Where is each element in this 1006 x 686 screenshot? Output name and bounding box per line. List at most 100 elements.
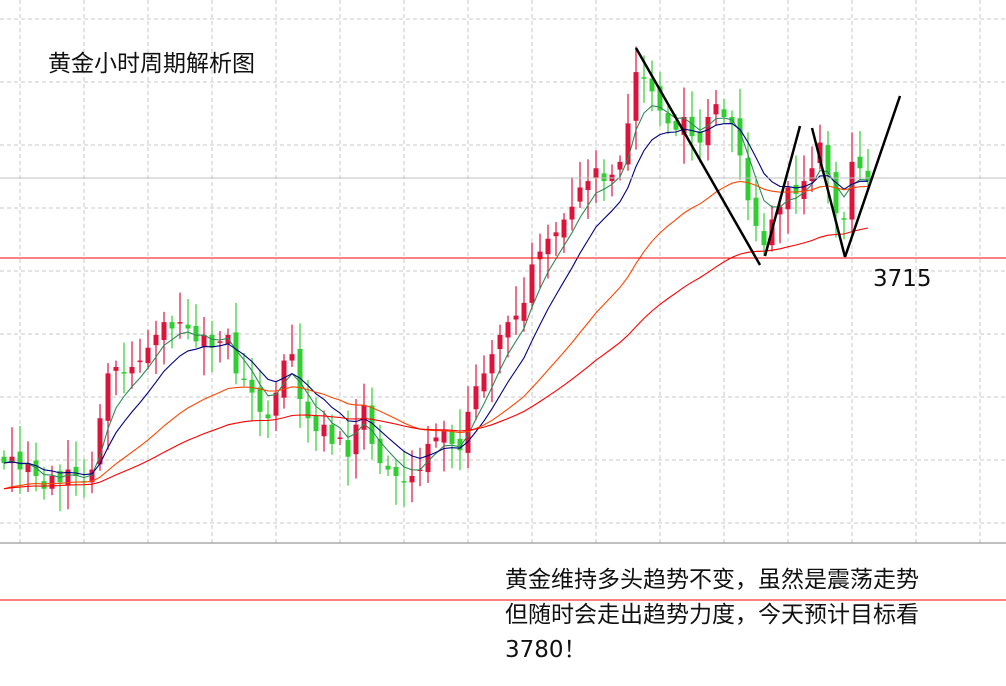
candle-body bbox=[329, 424, 335, 444]
support-level-label: 3715 bbox=[873, 266, 932, 292]
candle-body bbox=[225, 334, 231, 344]
candle-body bbox=[537, 251, 543, 260]
candle-body bbox=[337, 437, 343, 439]
candle bbox=[329, 414, 335, 455]
candle-body bbox=[121, 372, 127, 374]
candle bbox=[745, 132, 751, 221]
candle-body bbox=[73, 466, 79, 476]
candle-body bbox=[505, 322, 511, 338]
candle-body bbox=[601, 173, 607, 182]
candle-body bbox=[241, 378, 247, 381]
candle bbox=[649, 60, 655, 112]
candle-body bbox=[145, 347, 151, 364]
candle bbox=[657, 72, 663, 126]
candle bbox=[241, 352, 247, 387]
candle bbox=[729, 110, 735, 153]
candle bbox=[721, 99, 727, 124]
candle-body bbox=[745, 158, 751, 201]
candle bbox=[409, 450, 415, 503]
candle-body bbox=[865, 170, 871, 182]
candle bbox=[57, 464, 63, 512]
candle bbox=[113, 360, 119, 396]
candle-body bbox=[849, 161, 855, 220]
candle-body bbox=[201, 334, 207, 347]
candle bbox=[513, 286, 519, 335]
candle-body bbox=[809, 168, 815, 182]
candle-body bbox=[521, 302, 527, 321]
candle-body bbox=[369, 405, 375, 444]
candle bbox=[353, 399, 359, 479]
candle bbox=[25, 441, 31, 492]
candle bbox=[521, 277, 527, 332]
candle-body bbox=[713, 104, 719, 115]
candle-body bbox=[785, 187, 791, 210]
candle-body bbox=[89, 469, 95, 483]
candle bbox=[417, 447, 423, 487]
candle-body bbox=[761, 231, 767, 246]
candle-body bbox=[705, 116, 711, 146]
candle bbox=[9, 427, 15, 492]
candle-body bbox=[801, 181, 807, 200]
candle-body bbox=[249, 379, 255, 393]
candle-body bbox=[473, 386, 479, 410]
candle-body bbox=[113, 366, 119, 371]
candle bbox=[265, 400, 271, 439]
candle-body bbox=[289, 354, 295, 361]
candle-body bbox=[49, 475, 55, 489]
ma-line-10 bbox=[3, 123, 868, 476]
candle bbox=[785, 181, 791, 234]
candle-body bbox=[433, 437, 439, 442]
candle bbox=[569, 177, 575, 231]
candle-body bbox=[153, 334, 159, 346]
candle bbox=[473, 364, 479, 421]
candle bbox=[793, 155, 799, 214]
candle bbox=[249, 358, 255, 422]
candle bbox=[633, 46, 639, 150]
candle-body bbox=[697, 131, 703, 143]
candle-body bbox=[481, 373, 487, 392]
candle bbox=[377, 424, 383, 475]
candle-body bbox=[161, 322, 167, 341]
candle bbox=[393, 460, 399, 505]
candle-body bbox=[817, 142, 823, 164]
candle bbox=[801, 155, 807, 215]
candle bbox=[233, 302, 239, 385]
candle bbox=[457, 409, 463, 471]
trend-line-w-3 bbox=[843, 95, 902, 258]
candle bbox=[585, 159, 591, 219]
candles bbox=[1, 46, 871, 512]
candle bbox=[697, 109, 703, 163]
candle bbox=[257, 369, 263, 437]
candle bbox=[753, 175, 759, 242]
candle-body bbox=[681, 116, 687, 135]
candle-body bbox=[489, 354, 495, 374]
candle-body bbox=[617, 161, 623, 170]
candle bbox=[1, 450, 7, 470]
candle-body bbox=[841, 218, 847, 220]
note-line-2: 但随时会走出趋势力度，今天预计目标看 bbox=[505, 602, 919, 628]
candle bbox=[345, 410, 351, 486]
candle-body bbox=[129, 366, 135, 374]
candle-body bbox=[721, 109, 727, 117]
candle bbox=[97, 404, 103, 471]
candle bbox=[73, 441, 79, 496]
candle bbox=[545, 224, 551, 279]
candle bbox=[169, 315, 175, 349]
note-line-3: 3780！ bbox=[505, 637, 587, 663]
candle-body bbox=[321, 424, 327, 437]
candle-body bbox=[57, 470, 63, 483]
candle bbox=[577, 161, 583, 208]
candle-body bbox=[105, 373, 111, 421]
candle-body bbox=[513, 315, 519, 320]
candle bbox=[273, 382, 279, 432]
candle bbox=[41, 466, 47, 500]
candle bbox=[489, 340, 495, 403]
candle bbox=[529, 242, 535, 310]
candle bbox=[305, 379, 311, 443]
candle-body bbox=[593, 168, 599, 179]
candle-body bbox=[353, 424, 359, 455]
candle-body bbox=[209, 334, 215, 348]
moving-averages bbox=[3, 105, 869, 490]
candle-body bbox=[25, 463, 31, 473]
candle bbox=[137, 338, 143, 373]
